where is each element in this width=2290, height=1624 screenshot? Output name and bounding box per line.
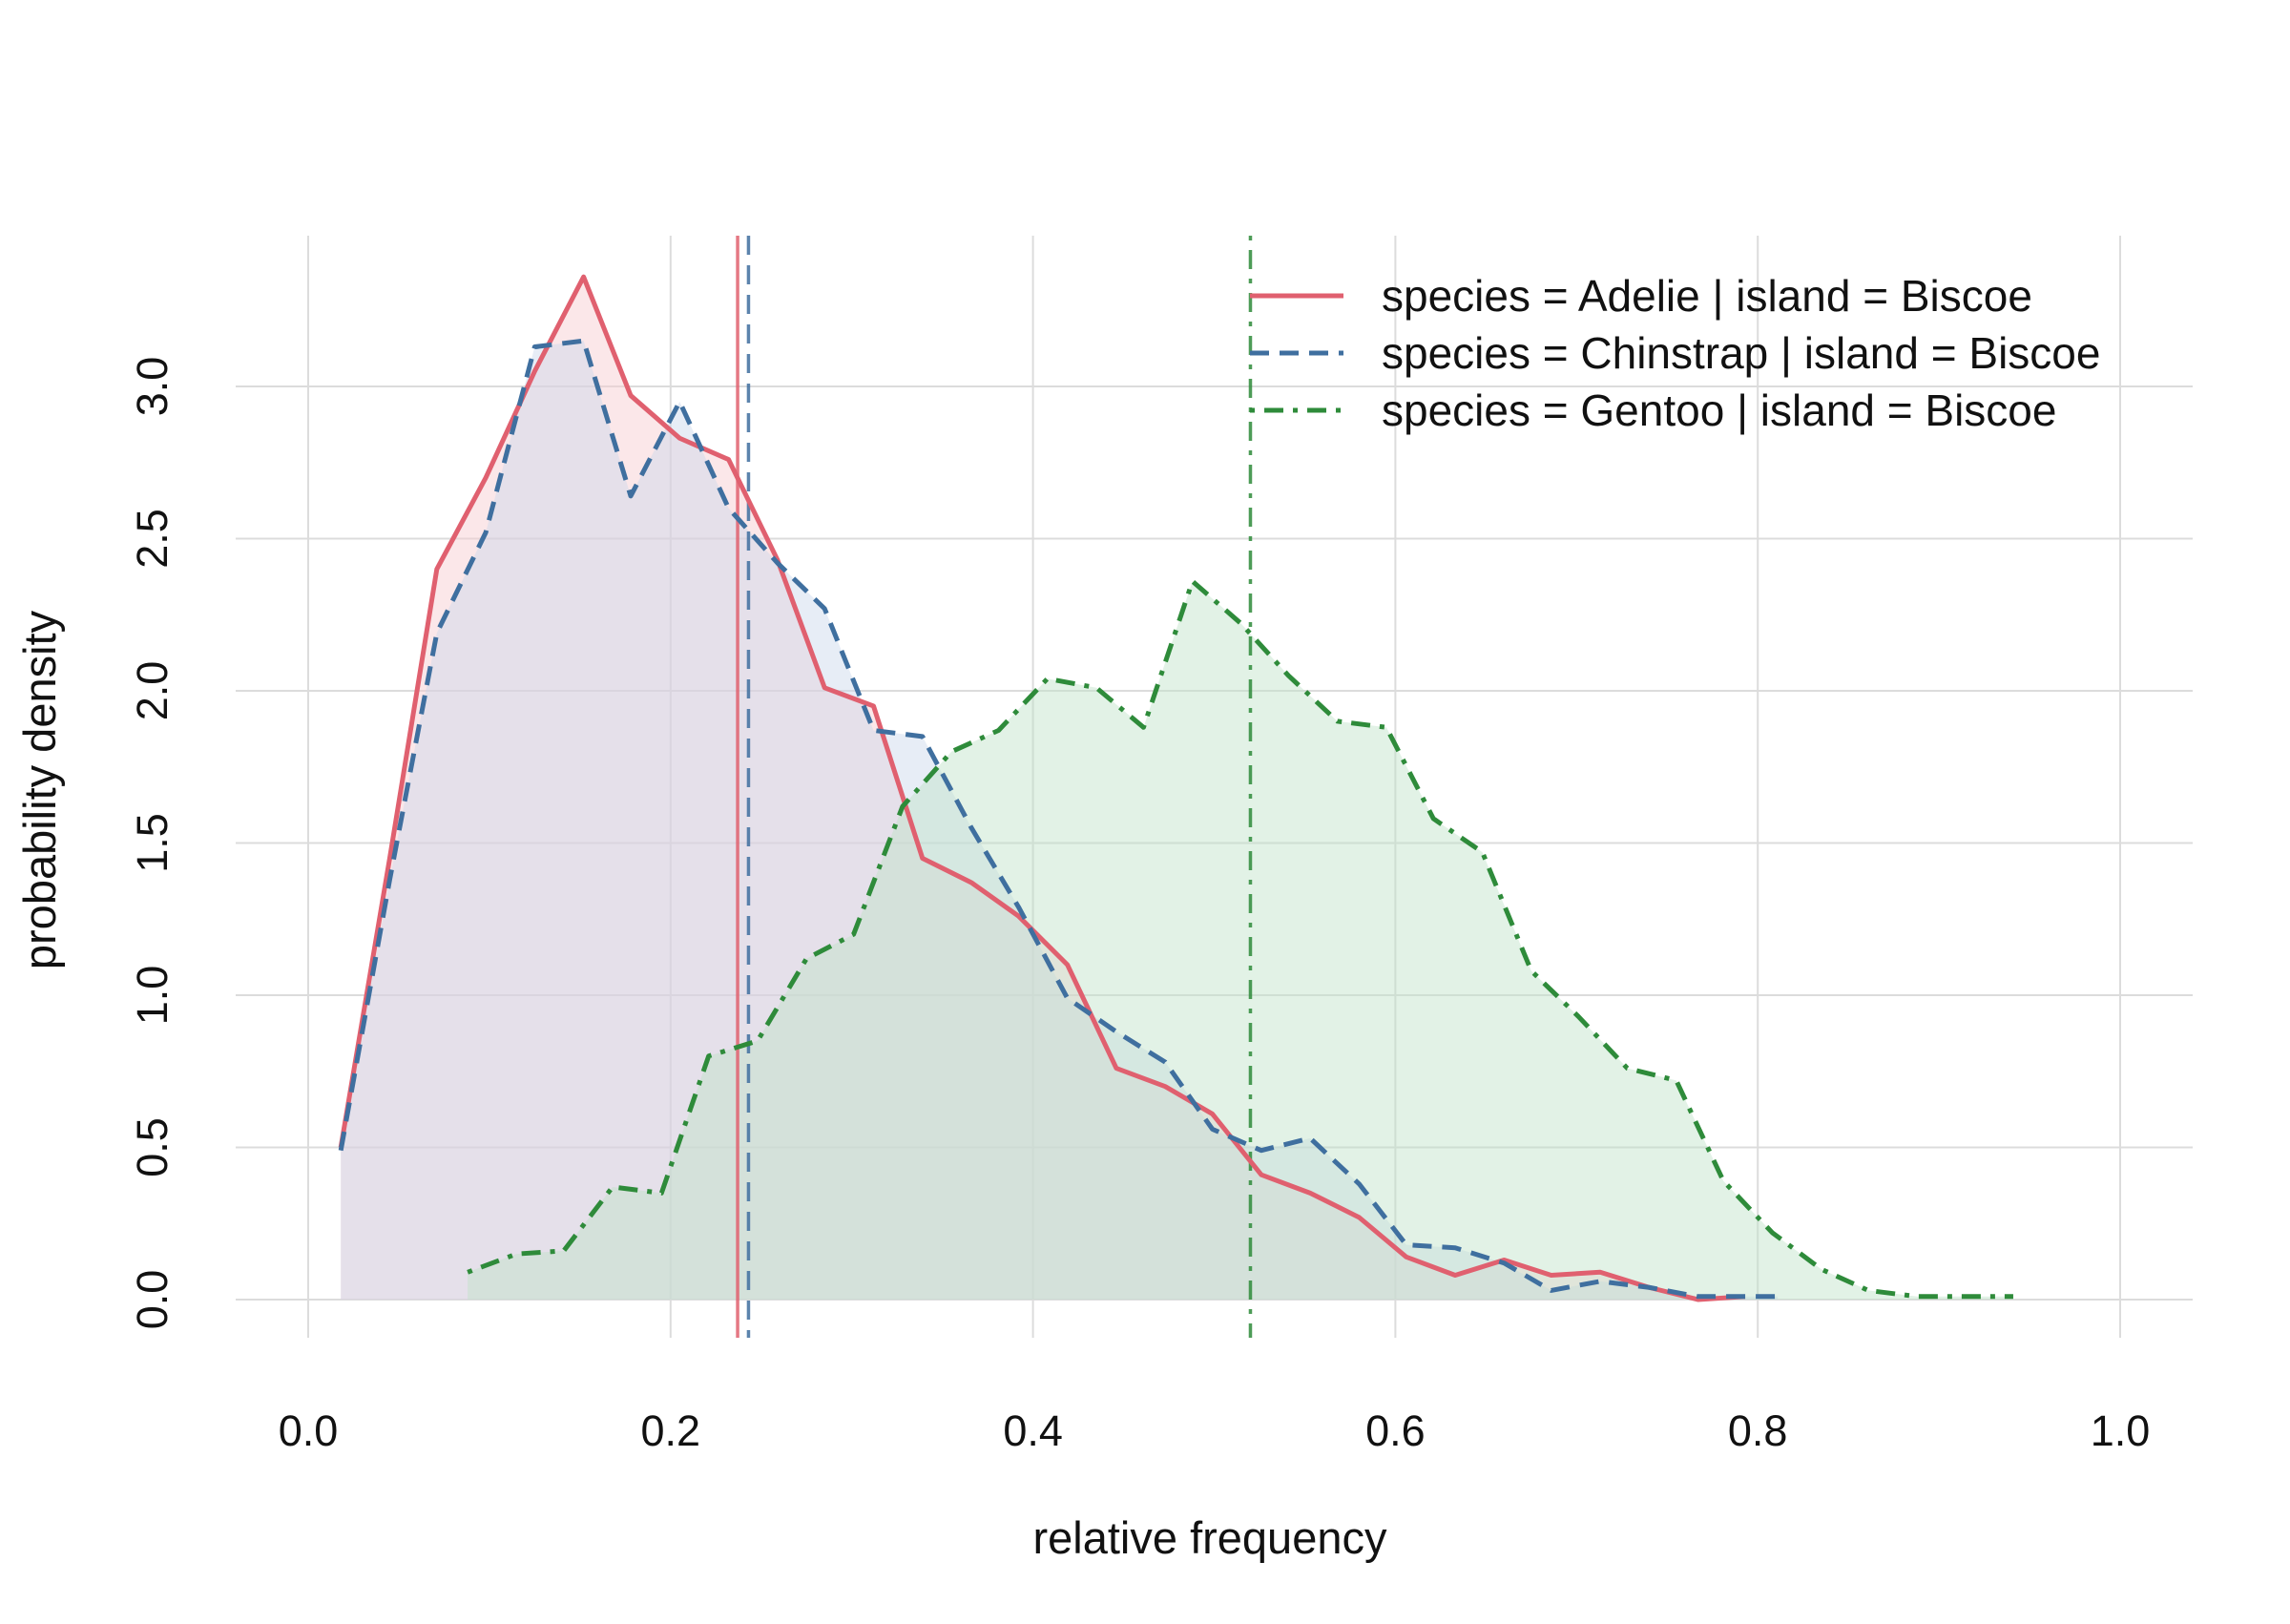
density-area	[341, 341, 1779, 1300]
x-tick-label: 0.8	[1728, 1406, 1788, 1455]
x-tick-label: 0.2	[641, 1406, 701, 1455]
y-tick-label: 1.5	[128, 813, 177, 873]
y-tick-label: 3.0	[128, 357, 177, 417]
y-tick-label: 0.0	[128, 1270, 177, 1330]
y-tick-label: 2.5	[128, 509, 177, 569]
grid-lines	[236, 236, 2193, 1338]
legend-label: species = Gentoo | island = Biscoe	[1382, 385, 2056, 435]
legend-label: species = Adelie | island = Biscoe	[1382, 271, 2032, 321]
density-fills	[341, 277, 2013, 1300]
density-line	[467, 578, 2013, 1300]
y-axis-label: probability density	[14, 610, 65, 969]
tick-labels: 0.0 0.2 0.4 0.6 0.8 1.0 0.0 0.5 1.0 1.5 2.0 2.5 3.0	[128, 357, 2150, 1455]
legend: species = Adelie | island = Biscoe specie…	[1250, 271, 2100, 435]
x-axis-label: relative frequency	[1033, 1512, 1387, 1563]
legend-label: species = Chinstrap | island = Biscoe	[1382, 328, 2100, 378]
density-area	[341, 277, 1745, 1300]
x-tick-label: 0.4	[1003, 1406, 1063, 1455]
y-tick-label: 0.5	[128, 1117, 177, 1177]
mean-lines	[736, 236, 1253, 1338]
x-tick-label: 0.6	[1365, 1406, 1426, 1455]
y-tick-label: 2.0	[128, 661, 177, 721]
density-line	[338, 338, 1779, 1300]
x-tick-label: 0.0	[279, 1406, 339, 1455]
density-line	[338, 274, 1746, 1302]
density-area	[468, 581, 2013, 1300]
y-tick-label: 1.0	[128, 966, 177, 1026]
x-tick-label: 1.0	[2091, 1406, 2151, 1455]
density-lines	[338, 274, 2013, 1302]
